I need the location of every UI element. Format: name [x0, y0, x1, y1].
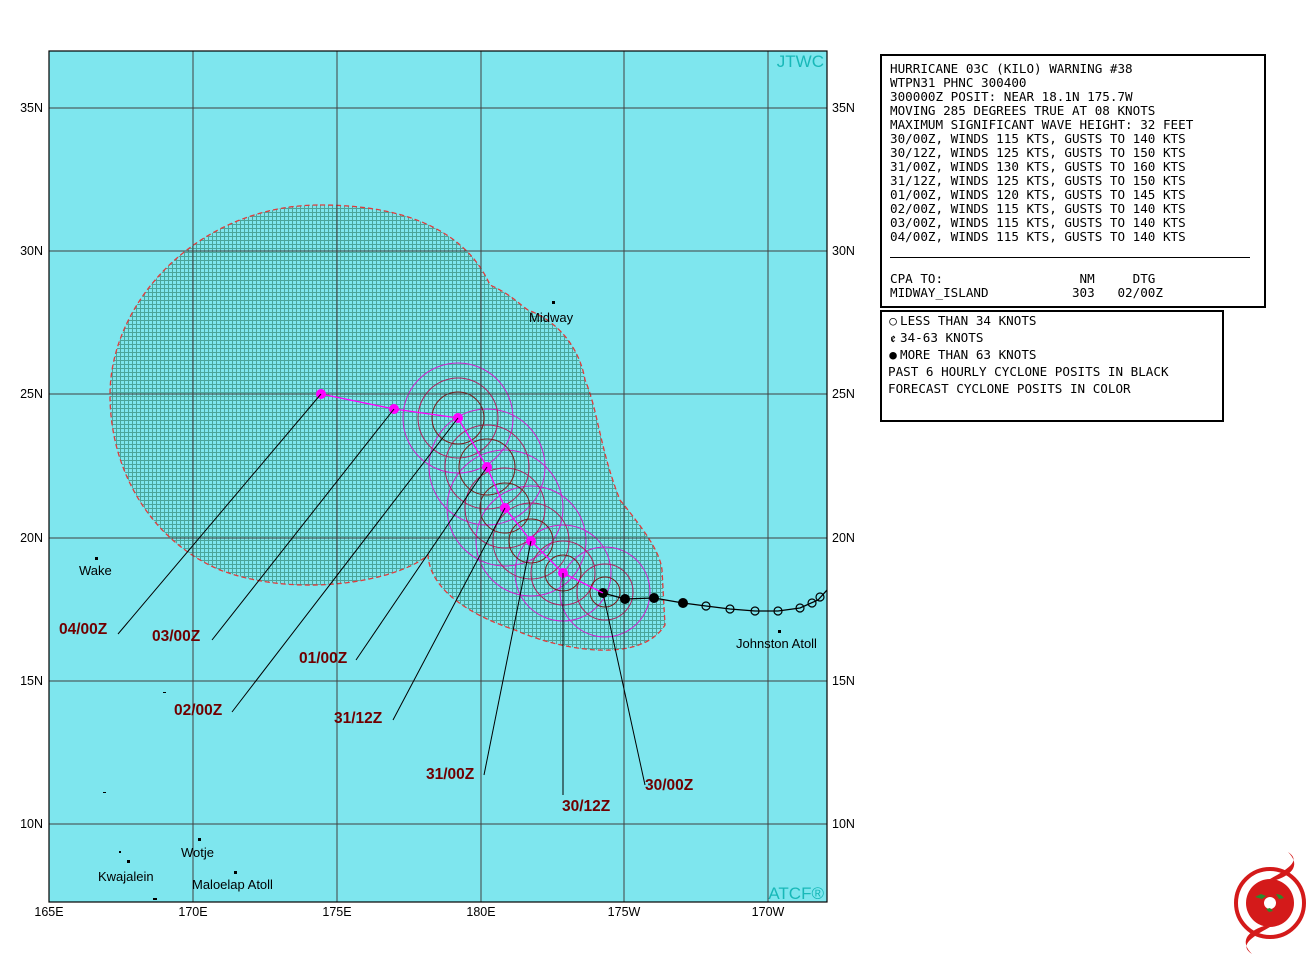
lon-tick-labels: 165E 170E 175E 180E 175W 170W — [34, 905, 784, 919]
cpa-row: MIDWAY_ISLAND 303 02/00Z — [890, 285, 1163, 300]
forecast-label: 31/12Z — [334, 710, 383, 727]
lat-tick-labels-left: 35N 30N 25N 20N 15N 10N — [20, 101, 43, 831]
lon-tick: 170E — [178, 905, 207, 919]
tropical-storm-icon — [725, 604, 735, 614]
warning-line: 300000Z POSIT: NEAR 18.1N 175.7W — [890, 89, 1133, 104]
legend-item: ○ LESS THAN 34 KNOTS — [889, 313, 1037, 328]
warning-line: 31/00Z, WINDS 130 KTS, GUSTS TO 160 KTS — [890, 159, 1186, 174]
warning-line: 01/00Z, WINDS 120 KTS, GUSTS TO 145 KTS — [890, 187, 1186, 202]
place-wake: Wake — [79, 563, 112, 578]
past-track — [598, 588, 827, 616]
warning-line: MAXIMUM SIGNIFICANT WAVE HEIGHT: 32 FEET — [890, 117, 1194, 132]
warning-line: HURRICANE 03C (KILO) WARNING #38 — [890, 61, 1133, 76]
place-wotje: Wotje — [181, 845, 214, 860]
tropical-storm-icon: ꬲ — [890, 330, 896, 345]
lat-tick: 20N — [20, 531, 43, 545]
forecast-label: 31/00Z — [426, 766, 475, 783]
tropical-storm-icon — [795, 603, 805, 613]
islands — [95, 301, 781, 900]
warning-line: WTPN31 PHNC 300400 — [890, 75, 1027, 90]
forecast-label: 04/00Z — [59, 621, 108, 638]
lat-tick: 30N — [20, 244, 43, 258]
lat-tick: 35N — [20, 101, 43, 115]
legend-box: ○ LESS THAN 34 KNOTS ꬲ 34-63 KNOTS ● MORE T… — [880, 310, 1224, 422]
forecast-label: 02/00Z — [174, 702, 223, 719]
lon-tick: 175W — [608, 905, 641, 919]
jtwc-label: JTWC — [777, 52, 824, 71]
hurricane-icon — [620, 594, 630, 604]
lat-tick: 25N — [20, 387, 43, 401]
lat-tick: 25N — [832, 387, 855, 401]
legend-note-forecast: FORECAST CYCLONE POSITS IN COLOR — [888, 381, 1131, 396]
place-maloelap-atoll: Maloelap Atoll — [192, 877, 273, 892]
warning-line: 31/12Z, WINDS 125 KTS, GUSTS TO 150 KTS — [890, 173, 1186, 188]
tropical-storm-icon — [750, 606, 760, 616]
warning-line: 04/00Z, WINDS 115 KTS, GUSTS TO 140 KTS — [890, 229, 1186, 244]
place-midway: Midway — [529, 310, 574, 325]
warning-line: 03/00Z, WINDS 115 KTS, GUSTS TO 140 KTS — [890, 215, 1186, 230]
danger-area — [109, 204, 666, 651]
jtwc-seal-icon — [1234, 852, 1306, 954]
atcf-label: ATCF® — [768, 884, 824, 903]
tropical-storm-icon — [815, 592, 825, 602]
lat-tick: 10N — [832, 817, 855, 831]
lat-tick-labels-right: 35N 30N 25N 20N 15N 10N — [832, 101, 855, 831]
legend-note-past: PAST 6 HOURLY CYCLONE POSITS IN BLACK — [888, 364, 1169, 379]
lat-tick: 10N — [20, 817, 43, 831]
legend-item: ꬲ 34-63 KNOTS — [888, 331, 983, 345]
wind-radius-64kt — [431, 391, 621, 608]
hurricane-icon: ● — [889, 347, 897, 362]
hurricane-icon — [678, 598, 688, 608]
legend-item: ● MORE THAN 63 KNOTS — [889, 347, 1037, 362]
map-frame — [48, 50, 828, 903]
lon-tick: 165E — [34, 905, 63, 919]
forecast-label: 03/00Z — [152, 628, 201, 645]
label-leaders — [117, 393, 646, 795]
tropical-storm-icon — [773, 606, 783, 616]
lat-lon-grid — [49, 51, 827, 902]
warning-line: 30/00Z, WINDS 115 KTS, GUSTS TO 140 KTS — [890, 131, 1186, 146]
warning-line: MOVING 285 DEGREES TRUE AT 08 KNOTS — [890, 103, 1156, 118]
tropical-storm-icon — [807, 598, 817, 608]
forecast-label: 30/12Z — [562, 798, 611, 815]
lat-tick: 20N — [832, 531, 855, 545]
warning-line: 30/12Z, WINDS 125 KTS, GUSTS TO 150 KTS — [890, 145, 1186, 160]
lat-tick: 35N — [832, 101, 855, 115]
forecast-label: 30/00Z — [645, 777, 694, 794]
lat-tick: 15N — [832, 674, 855, 688]
lon-tick: 170W — [752, 905, 785, 919]
wind-radius-34kt — [402, 362, 651, 638]
wind-radius-50kt — [417, 377, 634, 621]
cpa-header: CPA TO: NM DTG — [890, 271, 1156, 286]
divider — [890, 257, 1250, 258]
forecast-label: 01/00Z — [299, 650, 348, 667]
hurricane-icon — [649, 593, 659, 603]
tropical-storm-icon — [701, 601, 711, 611]
forecast-time-labels: 04/00Z 03/00Z 02/00Z 01/00Z 31/12Z 31/00… — [59, 621, 694, 815]
warning-info-box: HURRICANE 03C (KILO) WARNING #38 WTPN31 … — [880, 54, 1266, 308]
place-names: Midway Wake Johnston Atoll Wotje Kwajale… — [79, 310, 817, 892]
place-johnston-atoll: Johnston Atoll — [736, 636, 817, 651]
warning-line: 02/00Z, WINDS 115 KTS, GUSTS TO 140 KTS — [890, 201, 1186, 216]
lon-tick: 175E — [322, 905, 351, 919]
lon-tick: 180E — [466, 905, 495, 919]
lat-tick: 15N — [20, 674, 43, 688]
place-kwajalein: Kwajalein — [98, 869, 154, 884]
open-circle-icon: ○ — [889, 313, 897, 328]
lat-tick: 30N — [832, 244, 855, 258]
